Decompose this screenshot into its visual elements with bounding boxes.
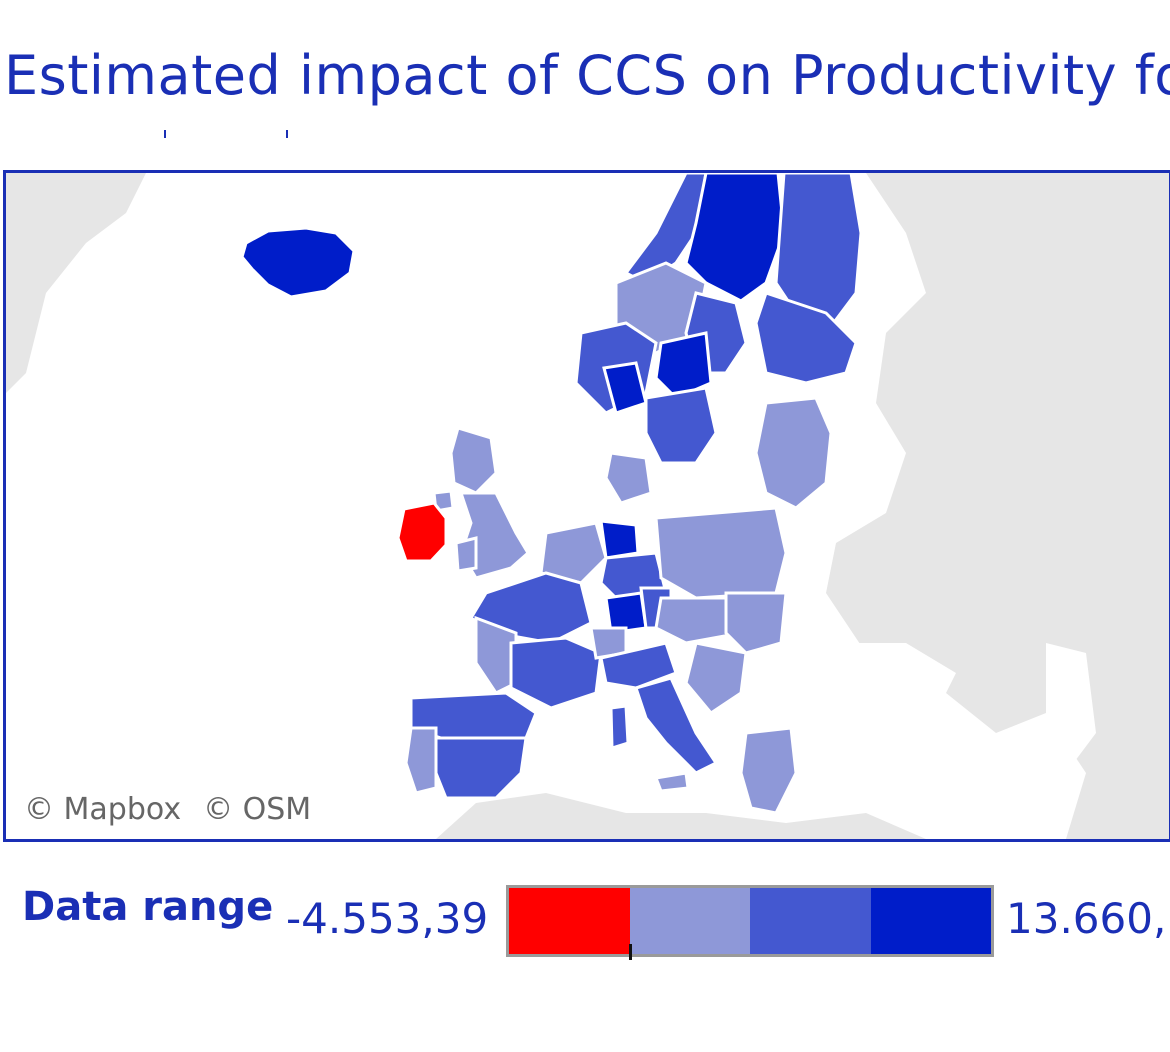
region-denmark[interactable] xyxy=(604,451,653,505)
region-czech-austria[interactable] xyxy=(654,596,744,645)
region-finland-south[interactable] xyxy=(754,291,858,385)
legend-title: Data range xyxy=(22,884,274,930)
map-attribution: © Mapbox © OSM xyxy=(14,779,322,839)
region-france-west[interactable] xyxy=(474,615,518,695)
region-benelux[interactable] xyxy=(539,521,608,585)
region-scotland[interactable] xyxy=(449,426,498,495)
region-balkans[interactable] xyxy=(684,641,748,715)
region-spain-south[interactable] xyxy=(434,736,528,800)
region-iceland[interactable] xyxy=(240,226,356,299)
region-baltics[interactable] xyxy=(754,396,833,510)
basemap-land xyxy=(6,173,1169,839)
region-wales[interactable] xyxy=(454,536,478,573)
chart-title: Estimated impact of CCS on Productivity … xyxy=(4,44,1170,107)
region-greece[interactable] xyxy=(739,726,798,815)
region-sicily[interactable] xyxy=(653,771,690,793)
mapbox-attribution[interactable]: © Mapbox xyxy=(24,791,182,827)
legend-min-value: -4.553,39 xyxy=(286,894,489,943)
region-germany-north[interactable] xyxy=(599,519,640,560)
legend-max-value: 13.660, xyxy=(1006,894,1167,943)
title-overflow-fragment xyxy=(164,130,288,138)
map-canvas[interactable] xyxy=(6,173,1169,839)
region-portugal[interactable] xyxy=(404,726,438,795)
legend-bin-negative xyxy=(509,888,630,954)
region-england[interactable] xyxy=(458,491,530,580)
legend-bin-low xyxy=(629,888,750,954)
region-sardinia[interactable] xyxy=(609,704,630,751)
legend-color-bar xyxy=(506,885,994,957)
region-italy-north[interactable] xyxy=(599,641,678,690)
region-sweden-south[interactable] xyxy=(644,386,718,465)
region-france-south[interactable] xyxy=(509,636,603,710)
region-finland-north[interactable] xyxy=(774,173,863,336)
legend-bin-high xyxy=(870,888,991,954)
legend-zero-tick xyxy=(629,944,632,960)
region-poland[interactable] xyxy=(654,506,788,600)
region-italy-south[interactable] xyxy=(634,676,719,775)
choropleth-map[interactable]: © Mapbox © OSM xyxy=(3,170,1170,842)
basemap-seas xyxy=(836,643,1096,773)
region-ireland[interactable] xyxy=(396,501,448,563)
region-hungary-romania[interactable] xyxy=(724,591,788,655)
region-sweden-north[interactable] xyxy=(684,173,786,303)
legend-bin-mid xyxy=(750,888,871,954)
osm-attribution[interactable]: © OSM xyxy=(203,791,312,827)
